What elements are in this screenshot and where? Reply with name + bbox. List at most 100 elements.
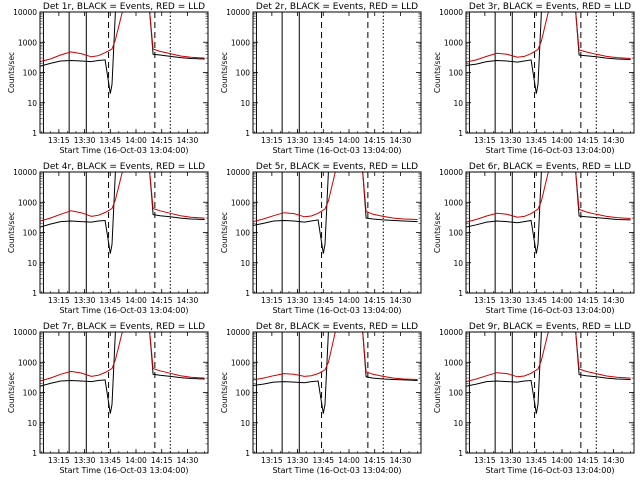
x-tick-label: 13:15 — [474, 296, 496, 305]
x-tick-label: 13:45 — [99, 456, 121, 465]
y-axis-label: Counts/sec — [220, 212, 229, 253]
y-tick-label: 100 — [23, 69, 38, 78]
x-tick-label: 13:15 — [474, 456, 496, 465]
panel-det-7: Det 7r, BLACK = Events, RED = LLD 13:15 13… — [7, 322, 209, 475]
y-tick-label: 10000 — [439, 168, 463, 177]
x-axis-label: Start Time (16-Oct-03 13:04:00) — [485, 146, 614, 155]
x-tick-label: 14:15 — [364, 296, 386, 305]
panel-title: Det 2r, BLACK = Events, RED = LLD — [256, 2, 418, 12]
x-tick-label: 14:30 — [177, 136, 199, 145]
x-tick-label: 13:30 — [287, 456, 309, 465]
y-tick-label: 1000 — [231, 198, 250, 207]
x-tick-label: 14:30 — [390, 296, 412, 305]
x-tick-label: 14:30 — [177, 456, 199, 465]
y-tick-label: 10000 — [13, 168, 37, 177]
series-group — [466, 172, 631, 254]
marker-lines — [255, 172, 384, 293]
y-tick-label: 1 — [458, 289, 463, 298]
x-tick-label: 14:15 — [364, 456, 386, 465]
x-axis-label: Start Time (16-Oct-03 13:04:00) — [59, 306, 188, 315]
series-events-line — [466, 12, 631, 94]
plot-frame — [252, 11, 422, 134]
marker-lines — [42, 12, 171, 133]
x-tick-label: 13:45 — [525, 456, 547, 465]
x-tick-label: 13:45 — [99, 296, 121, 305]
x-tick-label: 14:30 — [603, 456, 625, 465]
series-lld-line — [466, 332, 631, 383]
y-tick-label: 10 — [453, 99, 463, 108]
y-tick-label: 10 — [27, 99, 37, 108]
x-tick-label: 14:30 — [177, 296, 199, 305]
panel-title: Det 3r, BLACK = Events, RED = LLD — [469, 2, 631, 12]
series-lld-line — [466, 12, 631, 63]
y-tick-label: 10000 — [226, 8, 250, 17]
x-tick-label: 14:00 — [125, 136, 147, 145]
marker-lines — [255, 332, 384, 453]
y-tick-label: 100 — [236, 69, 251, 78]
series-events-line — [253, 332, 418, 414]
y-tick-label: 1 — [458, 449, 463, 458]
x-tick-label: 14:30 — [603, 136, 625, 145]
panel-title: Det 5r, BLACK = Events, RED = LLD — [256, 162, 418, 172]
y-tick-label: 10000 — [226, 328, 250, 337]
y-tick-label: 10 — [27, 419, 37, 428]
plot-frame — [465, 331, 635, 454]
series-lld-line — [40, 172, 205, 222]
y-axis-label: Counts/sec — [433, 212, 442, 253]
x-tick-label: 13:30 — [500, 136, 522, 145]
x-tick-label: 14:15 — [364, 136, 386, 145]
x-tick-label: 14:15 — [151, 296, 173, 305]
y-tick-label: 10000 — [226, 168, 250, 177]
y-tick-label: 1000 — [444, 198, 463, 207]
y-tick-label: 10 — [240, 99, 250, 108]
x-tick-label: 14:30 — [390, 456, 412, 465]
marker-lines — [42, 332, 171, 453]
panel-det-1: Det 1r, BLACK = Events, RED = LLD 13:15 13… — [7, 2, 209, 155]
y-axis-label: Counts/sec — [7, 372, 16, 413]
series-group — [40, 172, 205, 254]
panel-det-8: Det 8r, BLACK = Events, RED = LLD 13:15 13… — [220, 322, 422, 475]
y-axis-label: Counts/sec — [220, 372, 229, 413]
series-lld-line — [253, 332, 418, 381]
series-events-line — [253, 172, 418, 254]
x-tick-label: 14:30 — [603, 296, 625, 305]
x-tick-label: 13:30 — [74, 136, 96, 145]
panel-det-9: Det 9r, BLACK = Events, RED = LLD 13:15 13… — [433, 322, 635, 475]
panel-det-2: Det 2r, BLACK = Events, RED = LLD 13:15 13… — [220, 2, 422, 155]
plot-frame — [465, 171, 635, 294]
y-axis-label: Counts/sec — [433, 52, 442, 93]
marker-lines — [468, 172, 597, 293]
y-tick-label: 1 — [32, 289, 37, 298]
plot-frame — [39, 171, 209, 294]
series-events-line — [466, 332, 631, 414]
x-axis-label: Start Time (16-Oct-03 13:04:00) — [272, 306, 401, 315]
x-tick-label: 14:15 — [151, 456, 173, 465]
x-tick-label: 13:30 — [500, 296, 522, 305]
y-tick-label: 100 — [236, 389, 251, 398]
x-axis-label: Start Time (16-Oct-03 13:04:00) — [272, 466, 401, 475]
panel-det-5: Det 5r, BLACK = Events, RED = LLD 13:15 13… — [220, 162, 422, 315]
x-tick-label: 13:45 — [525, 296, 547, 305]
series-lld-line — [40, 332, 205, 382]
panel-det-3: Det 3r, BLACK = Events, RED = LLD 13:15 13… — [433, 2, 635, 155]
series-group — [253, 172, 418, 254]
plot-frame — [39, 331, 209, 454]
x-tick-label: 14:00 — [551, 136, 573, 145]
y-tick-label: 10 — [240, 259, 250, 268]
y-tick-label: 10000 — [13, 8, 37, 17]
x-tick-label: 13:15 — [474, 136, 496, 145]
y-tick-label: 10 — [27, 259, 37, 268]
x-tick-label: 14:15 — [577, 136, 599, 145]
y-tick-label: 1000 — [444, 358, 463, 367]
panel-det-4: Det 4r, BLACK = Events, RED = LLD 13:15 13… — [7, 162, 209, 315]
plot-frame — [252, 171, 422, 294]
y-tick-label: 100 — [23, 389, 38, 398]
x-tick-label: 13:45 — [99, 136, 121, 145]
x-tick-label: 13:30 — [74, 456, 96, 465]
y-tick-label: 100 — [449, 229, 464, 238]
y-tick-label: 10 — [453, 259, 463, 268]
x-tick-label: 13:45 — [312, 136, 334, 145]
y-tick-label: 10000 — [439, 8, 463, 17]
x-tick-label: 13:15 — [261, 456, 283, 465]
